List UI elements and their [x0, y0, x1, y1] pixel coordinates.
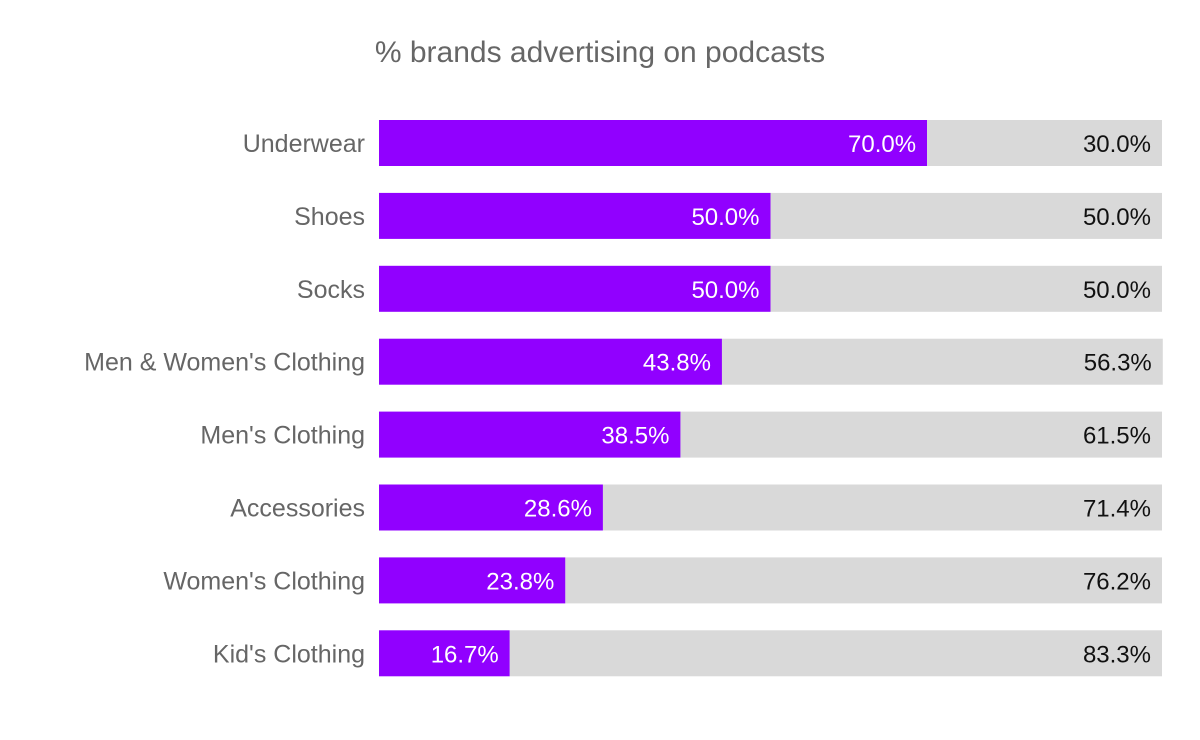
category-label: Women's Clothing — [163, 567, 365, 595]
bar-remainder-segment — [602, 484, 1162, 531]
data-label-primary: 43.8% — [643, 350, 711, 377]
chart-title: % brands advertising on podcasts — [375, 36, 825, 69]
bar-remainder-segment — [680, 411, 1162, 458]
category-label: Accessories — [230, 495, 365, 523]
data-label-remainder: 50.0% — [1083, 277, 1151, 304]
category-label: Underwear — [243, 130, 365, 158]
category-label: Kid's Clothing — [213, 640, 365, 668]
bar-primary-segment — [379, 192, 771, 239]
data-label-primary: 70.0% — [848, 131, 916, 158]
bar-remainder-segment — [565, 557, 1162, 604]
category-label: Men & Women's Clothing — [84, 349, 365, 377]
data-label-primary: 50.0% — [691, 277, 759, 304]
data-label-remainder: 50.0% — [1083, 204, 1151, 231]
data-label-remainder: 71.4% — [1083, 496, 1151, 523]
bar-remainder-segment — [721, 338, 1163, 385]
data-label-remainder: 76.2% — [1083, 568, 1151, 595]
bar-remainder-segment — [509, 630, 1162, 677]
data-label-primary: 38.5% — [601, 423, 669, 450]
bar-primary-segment — [379, 120, 928, 166]
data-label-remainder: 56.3% — [1084, 350, 1152, 377]
data-label-primary: 16.7% — [431, 641, 499, 668]
bar-remainder-segment — [770, 192, 1162, 239]
bar-primary-segment — [379, 338, 722, 385]
bar-primary-segment — [379, 557, 566, 604]
data-label-remainder: 61.5% — [1083, 423, 1151, 450]
bar-primary-segment — [379, 630, 510, 677]
bar-remainder-segment — [927, 120, 1162, 166]
data-label-primary: 50.0% — [691, 204, 759, 231]
category-label: Socks — [297, 276, 365, 304]
data-label-remainder: 30.0% — [1083, 131, 1151, 158]
data-label-remainder: 83.3% — [1083, 641, 1151, 668]
bar-primary-segment — [379, 411, 681, 458]
bar-primary-segment — [379, 484, 603, 531]
category-label: Shoes — [294, 203, 365, 231]
bar-primary-segment — [379, 265, 771, 312]
data-label-primary: 23.8% — [486, 568, 554, 595]
category-label: Men's Clothing — [200, 422, 365, 450]
bar-remainder-segment — [770, 265, 1162, 312]
bars-layer: Underwear 70.0% 30.0% Shoes 50.0% 50.0% Socks 5… — [84, 120, 1163, 677]
data-label-primary: 28.6% — [524, 496, 592, 523]
